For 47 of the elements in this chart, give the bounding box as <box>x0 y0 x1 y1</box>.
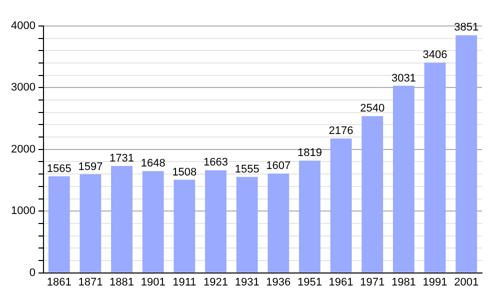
x-tick-label: 1881 <box>110 276 134 288</box>
y-tick-label: 0 <box>29 266 36 279</box>
x-tick-label: 1936 <box>266 276 291 288</box>
bar <box>48 176 70 272</box>
data-label: 3031 <box>391 72 416 84</box>
data-label: 1819 <box>297 147 322 160</box>
bar <box>174 180 196 272</box>
bar <box>456 35 478 272</box>
data-label: 1565 <box>46 162 72 175</box>
bar <box>392 86 414 272</box>
bar <box>80 174 102 272</box>
data-label: 3406 <box>422 49 448 62</box>
bar <box>111 166 132 272</box>
x-tick-label: 1871 <box>78 276 103 288</box>
x-tick-label: 1961 <box>328 276 354 288</box>
y-tick-label: 2000 <box>10 143 36 156</box>
y-tick-label: 4000 <box>10 20 36 32</box>
x-tick-label: 1901 <box>140 276 166 288</box>
bar <box>205 170 226 272</box>
data-label: 2176 <box>328 125 354 138</box>
data-label: 1555 <box>234 163 260 176</box>
data-label: 1508 <box>172 166 197 178</box>
bar <box>268 174 290 272</box>
x-tick-label: 1991 <box>422 276 448 288</box>
bar <box>424 62 446 272</box>
data-label: 3851 <box>454 22 479 34</box>
bar <box>299 160 320 272</box>
data-label: 2540 <box>360 102 385 115</box>
x-tick-label: 1861 <box>46 276 72 288</box>
bar <box>362 116 384 272</box>
x-tick-label: 1911 <box>172 276 196 288</box>
x-tick-label: 1921 <box>204 276 228 288</box>
y-tick-label: 1000 <box>10 205 36 218</box>
data-label: 1663 <box>204 156 228 169</box>
x-tick-label: 1951 <box>297 276 322 288</box>
x-tick-label: 1971 <box>360 276 385 288</box>
data-label: 1607 <box>266 160 291 172</box>
bar <box>142 171 164 272</box>
y-tick-label: 3000 <box>10 82 36 94</box>
x-tick-label: 1931 <box>234 276 260 288</box>
bar <box>236 176 258 272</box>
data-label: 1731 <box>110 152 134 165</box>
x-tick-label: 2001 <box>454 276 479 288</box>
data-label: 1648 <box>140 158 166 170</box>
x-tick-label: 1981 <box>391 276 416 288</box>
bar <box>330 138 352 272</box>
data-label: 1597 <box>78 160 103 173</box>
